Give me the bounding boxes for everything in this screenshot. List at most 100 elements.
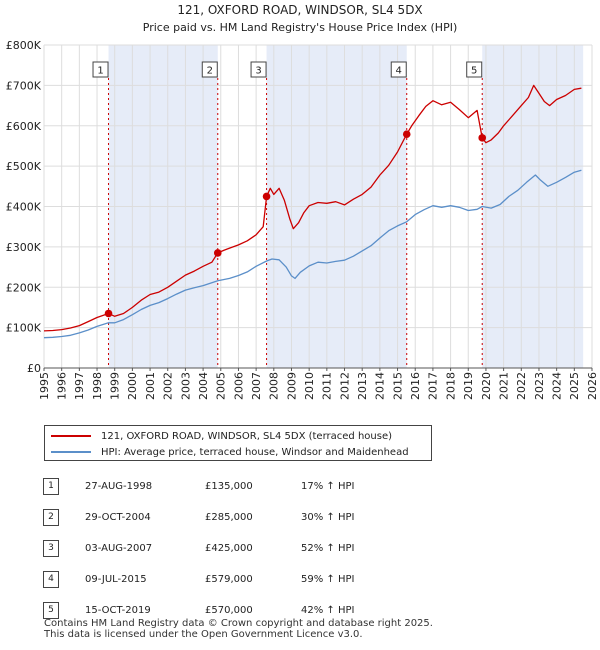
y-tick-label: £800K	[6, 39, 42, 52]
sale-label-number: 1	[97, 66, 103, 77]
sale-labels: 1 2 3 4 5	[92, 61, 483, 78]
sales-row: 3 03-AUG-2007 £425,000 52% ↑ HPI	[43, 533, 421, 564]
x-tick-label: 2003	[179, 372, 192, 400]
y-tick-label: £100K	[6, 322, 42, 335]
legend-price-label: 121, OXFORD ROAD, WINDSOR, SL4 5DX (terr…	[101, 430, 392, 442]
legend-hpi: HPI: Average price, terraced house, Wind…	[51, 444, 409, 460]
x-tick-label: 2022	[515, 372, 528, 400]
sale-label-number: 4	[396, 66, 402, 77]
sale-label: 4	[390, 61, 407, 78]
sale-label: 2	[201, 61, 218, 78]
x-tick-label: 2014	[374, 372, 387, 400]
sales-row: 5 15-OCT-2019 £570,000 42% ↑ HPI	[43, 595, 421, 626]
x-tick-label: 2000	[126, 372, 139, 400]
x-tick-label: 2015	[391, 372, 404, 400]
sales-table: 1 27-AUG-1998 £135,000 17% ↑ HPI 2 29-OCT-200…	[43, 471, 421, 626]
x-tick-label: 2016	[409, 372, 422, 400]
sale-points	[104, 130, 487, 318]
x-tick-label: 2010	[303, 372, 316, 400]
legend: 121, OXFORD ROAD, WINDSOR, SL4 5DX (terr…	[44, 425, 432, 461]
x-tick-label: 2012	[338, 372, 351, 400]
y-tick-label: £200K	[6, 281, 42, 294]
sale-label: 5	[466, 61, 483, 78]
sale-hpi-change: 17% ↑ HPI	[301, 481, 355, 492]
y-tick-label: £300K	[6, 241, 42, 254]
axes: £0 £100K £200K £300K £400K £500K £600K £700K £80…	[6, 39, 599, 400]
sale-number: 2	[43, 509, 59, 526]
sale-label: 1	[92, 61, 109, 78]
sale-price: £425,000	[205, 543, 253, 554]
sale-number: 1	[43, 478, 59, 495]
sale-label-box	[250, 61, 267, 78]
x-tick-label: 2018	[444, 372, 457, 400]
x-tick-label: 2017	[427, 372, 440, 400]
x-tick-label: 2025	[568, 372, 581, 400]
price-chart: 121, OXFORD ROAD, WINDSOR, SL4 5DX Price…	[6, 3, 599, 400]
sale-number: 4	[43, 571, 59, 588]
sale-date: 03-AUG-2007	[85, 543, 153, 554]
legend-hpi-swatch	[51, 451, 91, 453]
y-tick-label: £0	[27, 362, 41, 375]
x-tick-label: 2011	[321, 372, 334, 400]
x-tick-label: 2020	[480, 372, 493, 400]
sale-price: £579,000	[205, 574, 253, 585]
sale-hpi-change: 30% ↑ HPI	[301, 512, 355, 523]
sale-label-box	[390, 61, 407, 78]
sales-row: 2 29-OCT-2004 £285,000 30% ↑ HPI	[43, 502, 421, 533]
sale-number: 3	[43, 540, 59, 557]
y-tick-label: £700K	[6, 79, 42, 92]
sales-row: 1 27-AUG-1998 £135,000 17% ↑ HPI	[43, 471, 421, 502]
hpi-line	[43, 169, 582, 339]
price-line	[43, 84, 582, 332]
x-tick-label: 1996	[56, 372, 69, 400]
x-tick-label: 2007	[250, 372, 263, 400]
sale-number: 5	[43, 602, 59, 619]
x-tick-label: 2004	[197, 372, 210, 400]
x-tick-label: 2026	[586, 372, 599, 400]
sale-price: £135,000	[205, 481, 253, 492]
sale-label-box	[201, 61, 218, 78]
sale-label-number: 5	[471, 66, 477, 77]
x-tick-label: 2019	[462, 372, 475, 400]
legend-price: 121, OXFORD ROAD, WINDSOR, SL4 5DX (terr…	[51, 428, 392, 444]
x-tick-label: 2021	[497, 372, 510, 400]
sale-hpi-change: 59% ↑ HPI	[301, 574, 355, 585]
y-tick-label: £600K	[6, 120, 42, 133]
sales-row: 4 09-JUL-2015 £579,000 59% ↑ HPI	[43, 564, 421, 595]
sale-point	[262, 192, 271, 201]
x-tick-label: 1997	[73, 372, 86, 400]
sale-date: 15-OCT-2019	[85, 605, 151, 616]
sale-label-box	[92, 61, 109, 78]
sale-marker-lines	[108, 78, 483, 368]
x-tick-label: 2023	[533, 372, 546, 400]
chart-subtitle: Price paid vs. HM Land Registry's House …	[143, 21, 458, 34]
sale-date: 29-OCT-2004	[85, 512, 151, 523]
sale-point	[478, 134, 487, 142]
sale-point	[213, 249, 222, 257]
sale-label-number: 3	[255, 66, 261, 77]
x-tick-label: 2005	[215, 372, 228, 400]
footer-copyright: Contains HM Land Registry data © Crown c…	[44, 618, 433, 629]
sale-label-box	[466, 61, 483, 78]
x-tick-label: 1999	[109, 372, 122, 400]
sale-hpi-change: 42% ↑ HPI	[301, 605, 355, 616]
sale-label-number: 2	[207, 66, 213, 77]
sale-point	[402, 130, 411, 139]
x-tick-label: 2006	[232, 372, 245, 400]
footer: Contains HM Land Registry data © Crown c…	[44, 618, 433, 640]
x-tick-label: 2002	[162, 372, 175, 400]
sale-label: 3	[250, 61, 267, 78]
legend-price-swatch	[51, 435, 91, 437]
x-tick-label: 2001	[144, 372, 157, 400]
sale-price: £285,000	[205, 512, 253, 523]
sale-hpi-change: 52% ↑ HPI	[301, 543, 355, 554]
x-tick-label: 2024	[550, 372, 563, 400]
x-tick-label: 1995	[38, 372, 51, 400]
y-tick-label: £500K	[6, 160, 42, 173]
legend-hpi-label: HPI: Average price, terraced house, Wind…	[101, 446, 409, 458]
sale-date: 27-AUG-1998	[85, 481, 153, 492]
series	[43, 84, 582, 339]
x-tick-label: 2008	[268, 372, 281, 400]
grid	[43, 44, 593, 369]
sale-date: 09-JUL-2015	[85, 574, 147, 585]
